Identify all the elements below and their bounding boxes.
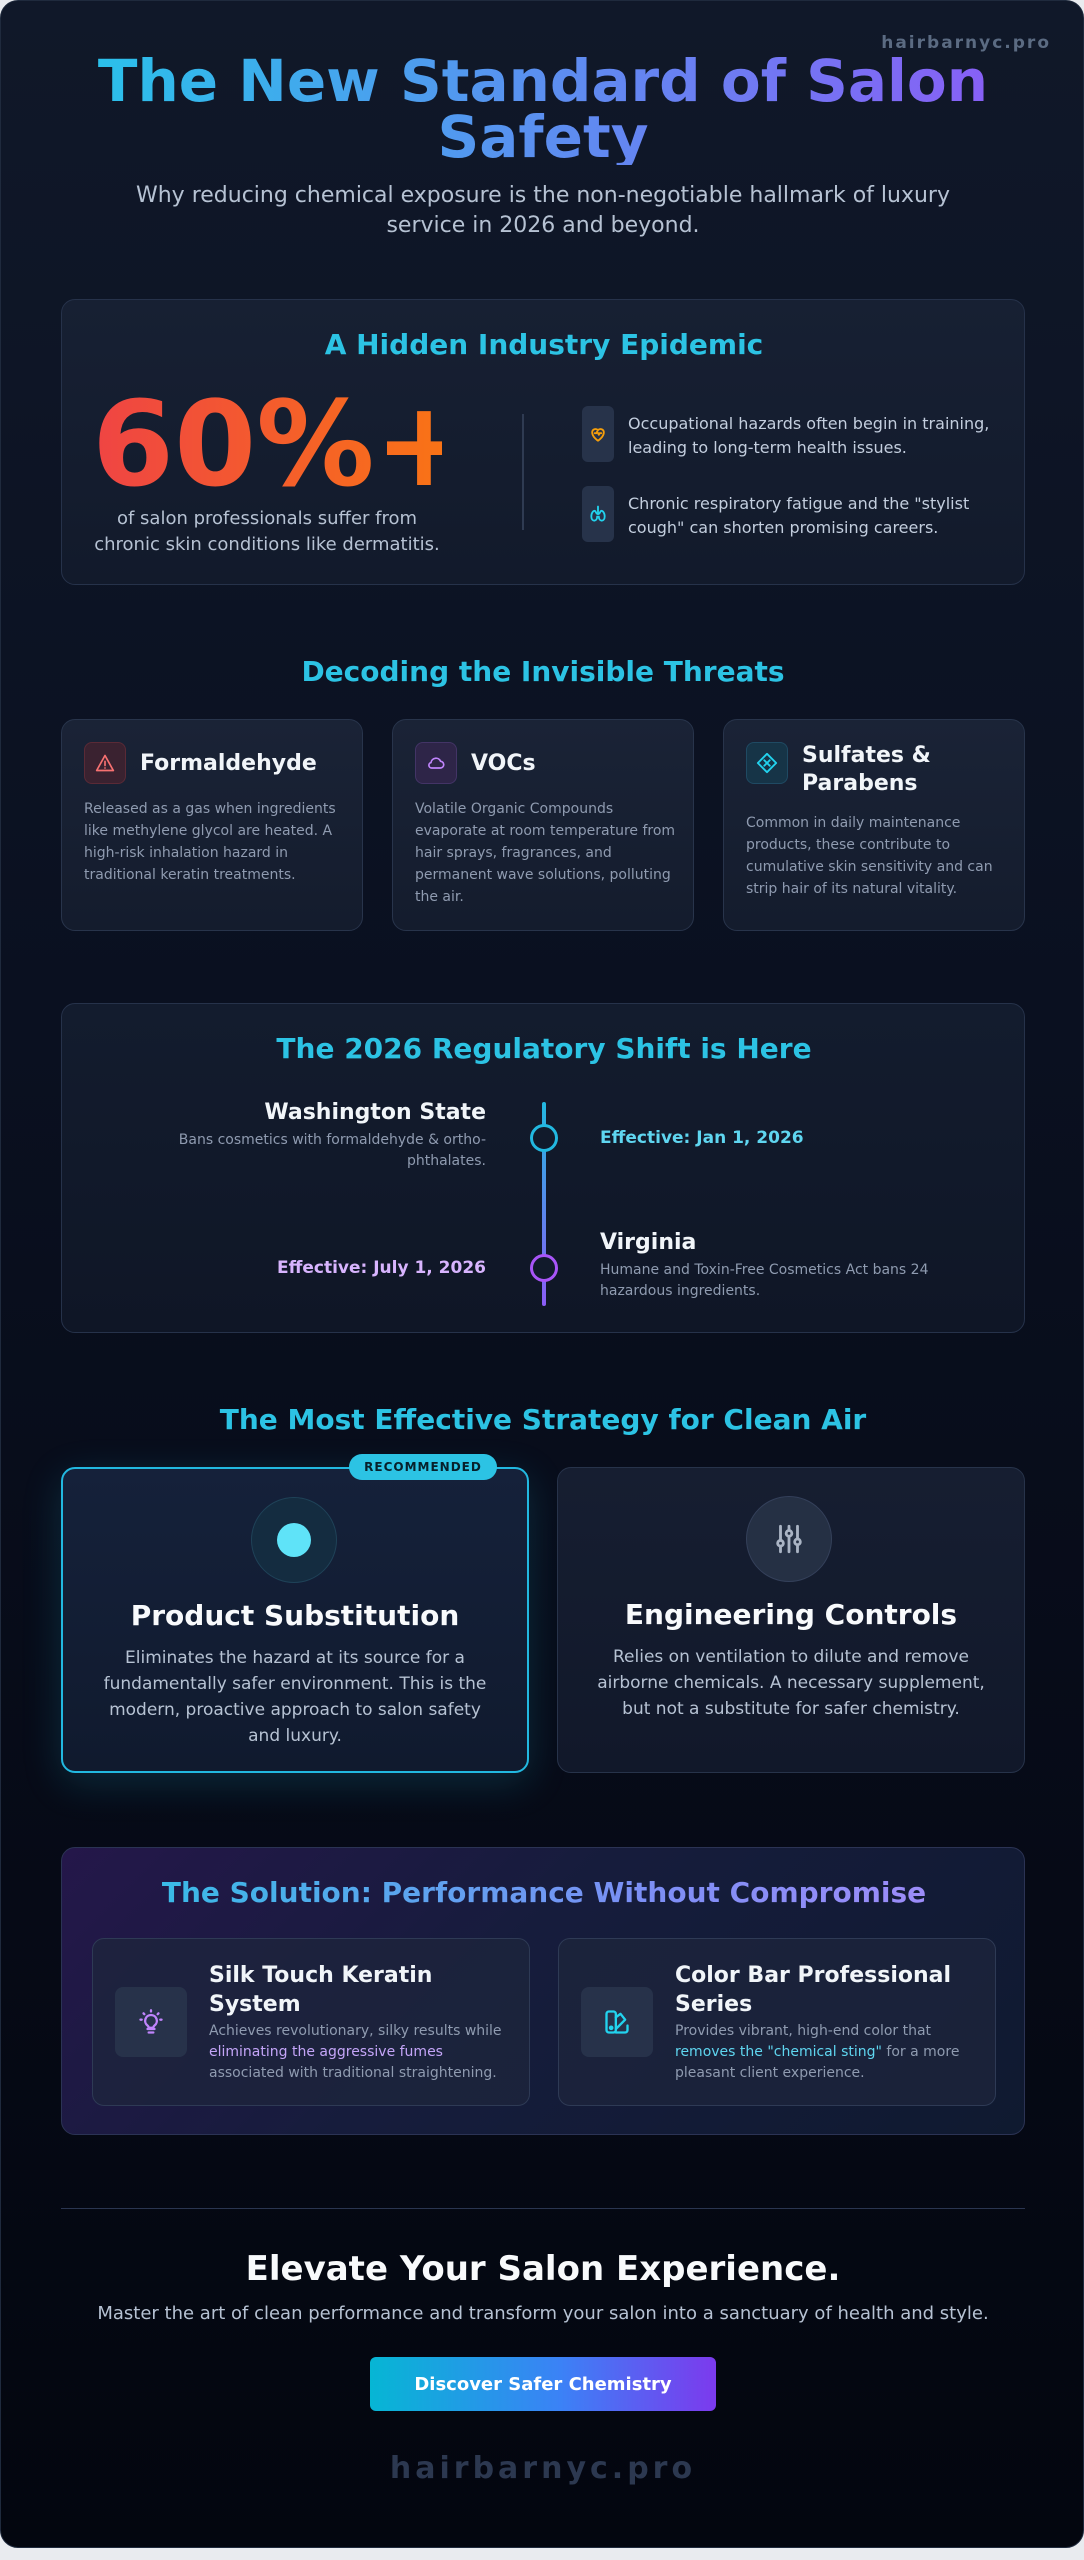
lightbulb-icon <box>115 1987 187 2057</box>
threat-name: Sulfates & Parabens <box>802 743 931 796</box>
effective-date: Effective: Jan 1, 2026 <box>600 1128 804 1148</box>
sliders-icon <box>746 1496 832 1582</box>
threat-description: Common in daily maintenance products, th… <box>746 815 993 897</box>
state-description: Humane and Toxin-Free Cosmetics Act bans… <box>600 1262 929 1299</box>
threats-title: Decoding the Invisible Threats <box>301 655 785 688</box>
hazard-text: Occupational hazards often begin in trai… <box>628 414 990 457</box>
page-subtitle: Why reducing chemical exposure is the no… <box>135 183 950 238</box>
solution-card-colorbar: Color Bar Professional Series Provides v… <box>558 1938 996 2106</box>
solution-name: Silk Touch Keratin System <box>209 1963 433 2017</box>
regulatory-title: The 2026 Regulatory Shift is Here <box>276 1032 812 1065</box>
circle-icon <box>251 1497 337 1583</box>
epidemic-title: A Hidden Industry Epidemic <box>324 328 764 361</box>
timeline-dot <box>530 1254 558 1282</box>
lungs-icon <box>582 486 614 542</box>
recommended-badge: RECOMMENDED <box>349 1454 497 1480</box>
strategy-card-substitution: Product Substitution Eliminates the haza… <box>61 1467 529 1773</box>
highlight-text: removes the "chemical sting" <box>675 2044 882 2060</box>
solution-title: The Solution: Performance Without Compro… <box>62 1876 1026 1909</box>
threat-card-formaldehyde: Formaldehyde Released as a gas when ingr… <box>61 719 363 931</box>
diamond-x-icon <box>746 742 788 784</box>
divider <box>522 414 524 530</box>
highlight-text: eliminating the aggressive fumes <box>209 2044 443 2060</box>
threat-name: Formaldehyde <box>140 751 317 776</box>
brand-watermark-bottom: hairbarnyc.pro <box>389 2451 697 2486</box>
regulatory-panel: The 2026 Regulatory Shift is Here Washin… <box>61 1003 1025 1333</box>
solution-description: Provides vibrant, high-end color that re… <box>675 2023 960 2081</box>
strategy-name: Engineering Controls <box>624 1598 958 1631</box>
threat-description: Volatile Organic Compounds evaporate at … <box>415 801 676 905</box>
swatch-icon <box>581 1987 653 2057</box>
stat-value: 60%+ <box>92 375 474 513</box>
page-title: The New Standard of Salon Safety <box>61 52 1025 166</box>
divider <box>61 2208 1025 2209</box>
strategy-name: Product Substitution <box>130 1599 460 1632</box>
warning-icon <box>84 742 126 784</box>
solution-panel: The Solution: Performance Without Compro… <box>61 1847 1025 2135</box>
cloud-icon <box>415 742 457 784</box>
strategy-description: Eliminates the hazard at its source for … <box>103 1648 487 1746</box>
solution-card-keratin: Silk Touch Keratin System Achieves revol… <box>92 1938 530 2106</box>
brand-watermark-top: hairbarnyc.pro <box>881 33 1051 53</box>
epidemic-panel: A Hidden Industry Epidemic 60%+ of salon… <box>61 299 1025 585</box>
strategy-description: Relies on ventilation to dilute and remo… <box>597 1647 985 1719</box>
hazard-text: Chronic respiratory fatigue and the "sty… <box>628 494 970 537</box>
effective-date: Effective: July 1, 2026 <box>276 1258 486 1278</box>
threat-description: Released as a gas when ingredients like … <box>84 801 336 883</box>
solution-description: Achieves revolutionary, silky results wh… <box>209 2023 502 2081</box>
threat-card-sulfates: Sulfates & Parabens Common in daily main… <box>723 719 1025 931</box>
timeline-line <box>542 1102 546 1306</box>
stat-description: of salon professionals suffer from chron… <box>94 508 440 555</box>
state-description: Bans cosmetics with formaldehyde & ortho… <box>178 1132 486 1169</box>
strategy-card-engineering: Engineering Controls Relies on ventilati… <box>557 1467 1025 1773</box>
threat-name: VOCs <box>471 751 536 776</box>
cta-title: Elevate Your Salon Experience. <box>245 2249 841 2289</box>
heart-icon <box>582 406 614 462</box>
solution-name: Color Bar Professional Series <box>675 1963 952 2017</box>
state-name: Virginia <box>600 1230 697 1255</box>
cta-subtitle: Master the art of clean performance and … <box>97 2303 989 2324</box>
state-name: Washington State <box>264 1100 486 1125</box>
discover-safer-chemistry-button[interactable]: Discover Safer Chemistry <box>370 2357 716 2411</box>
threat-card-vocs: VOCs Volatile Organic Compounds evaporat… <box>392 719 694 931</box>
timeline-dot <box>530 1124 558 1152</box>
strategy-title: The Most Effective Strategy for Clean Ai… <box>219 1403 867 1436</box>
